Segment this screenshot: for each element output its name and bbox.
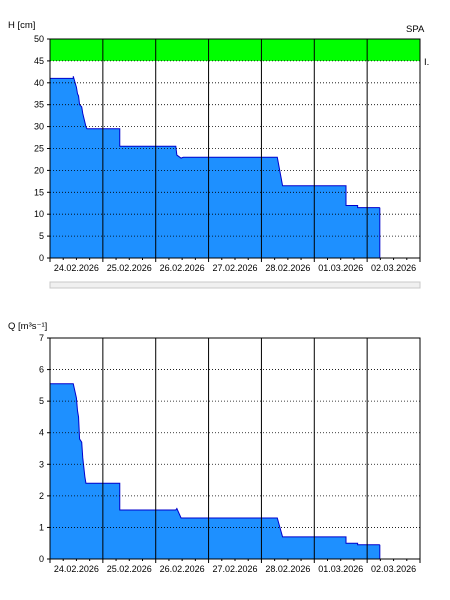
x-tick-label-1-2: 26.02.2026 <box>160 564 205 574</box>
water-level-y-axis-label: H [cm] <box>8 20 35 31</box>
y-tick-label-1-0: 0 <box>39 554 44 564</box>
x-tick-label-0-6: 02.03.2026 <box>371 263 416 273</box>
x-tick-label-0-4: 28.02.2026 <box>265 263 310 273</box>
plot-frame-1 <box>49 337 421 560</box>
x-tick-label-1-0: 24.02.2026 <box>54 564 99 574</box>
band-label: I. <box>424 57 429 68</box>
y-tick-label-0-4: 20 <box>34 165 44 175</box>
y-tick-label-0-3: 15 <box>34 187 44 197</box>
plot-frame-0 <box>49 38 421 259</box>
x-tick-label-1-3: 27.02.2026 <box>212 564 257 574</box>
series-area-1 <box>50 383 380 559</box>
alert-band <box>50 39 420 61</box>
y-tick-label-0-2: 10 <box>34 209 44 219</box>
y-tick-label-0-1: 5 <box>39 231 44 241</box>
y-tick-label-0-6: 30 <box>34 122 44 132</box>
y-tick-label-0-9: 45 <box>34 56 44 66</box>
time-scrollbar[interactable] <box>49 281 421 289</box>
x-tick-label-1-5: 01.03.2026 <box>318 564 363 574</box>
x-tick-label-0-3: 27.02.2026 <box>212 263 257 273</box>
station-label: SPA <box>406 24 425 35</box>
y-tick-label-1-2: 2 <box>39 491 44 501</box>
y-tick-label-1-6: 6 <box>39 365 44 375</box>
x-tick-label-1-6: 02.03.2026 <box>371 564 416 574</box>
x-tick-label-0-1: 25.02.2026 <box>107 263 152 273</box>
y-tick-label-0-10: 50 <box>34 34 44 44</box>
x-tick-label-0-5: 01.03.2026 <box>318 263 363 273</box>
y-tick-label-1-1: 1 <box>39 522 44 532</box>
y-tick-label-1-5: 5 <box>39 396 44 406</box>
y-tick-label-1-4: 4 <box>39 428 44 438</box>
discharge-y-axis-label: Q [m³s⁻¹] <box>8 321 47 332</box>
y-tick-label-1-3: 3 <box>39 459 44 469</box>
discharge-chart: Q [m³s⁻¹] 0 1 2 3 4 5 6 7 24.02.2026 25.02.2026 26… <box>8 321 421 574</box>
y-tick-label-0-0: 0 <box>39 253 44 263</box>
scrollbar-track[interactable] <box>49 281 421 289</box>
water-level-chart: H [cm] SPA I. 0 5 10 15 20 25 30 35 40 45 50 24.02.… <box>8 20 429 273</box>
series-line-0 <box>50 76 380 209</box>
y-tick-label-0-8: 40 <box>34 78 44 88</box>
x-tick-label-1-4: 28.02.2026 <box>265 564 310 574</box>
x-tick-label-0-0: 24.02.2026 <box>54 263 99 273</box>
x-tick-label-1-1: 25.02.2026 <box>107 564 152 574</box>
y-tick-label-1-7: 7 <box>39 333 44 343</box>
y-tick-label-0-7: 35 <box>34 100 44 110</box>
x-tick-label-0-2: 26.02.2026 <box>160 263 205 273</box>
series-area-0 <box>50 76 380 258</box>
series-line-1 <box>50 383 380 546</box>
y-tick-label-0-5: 25 <box>34 144 44 154</box>
